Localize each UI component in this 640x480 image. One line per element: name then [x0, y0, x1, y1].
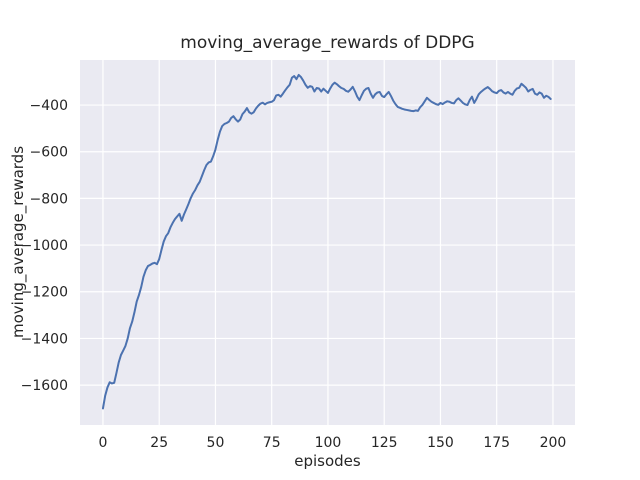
x-tick-label: 100 — [315, 435, 342, 451]
y-tick-label: −1400 — [21, 331, 68, 347]
x-tick-label: 150 — [427, 435, 454, 451]
x-tick-label: 200 — [540, 435, 567, 451]
x-tick-label: 0 — [98, 435, 107, 451]
y-tick-label: −1200 — [21, 285, 68, 301]
x-axis-label: episodes — [294, 452, 361, 470]
y-tick-label: −1000 — [21, 238, 68, 254]
y-tick-label: −800 — [30, 191, 68, 207]
x-tick-label: 175 — [483, 435, 510, 451]
x-tick-label: 125 — [371, 435, 398, 451]
y-tick-label: −400 — [30, 98, 68, 114]
y-tick-label: −600 — [30, 145, 68, 161]
data-line — [101, 73, 552, 410]
chart-title: moving_average_rewards of DDPG — [180, 33, 475, 53]
x-tick-label: 50 — [207, 435, 225, 451]
x-tick-label: 25 — [150, 435, 168, 451]
y-tick-label: −1600 — [21, 378, 68, 394]
x-tick-label: 75 — [263, 435, 281, 451]
y-axis-label: moving_average_rewards — [9, 145, 27, 339]
